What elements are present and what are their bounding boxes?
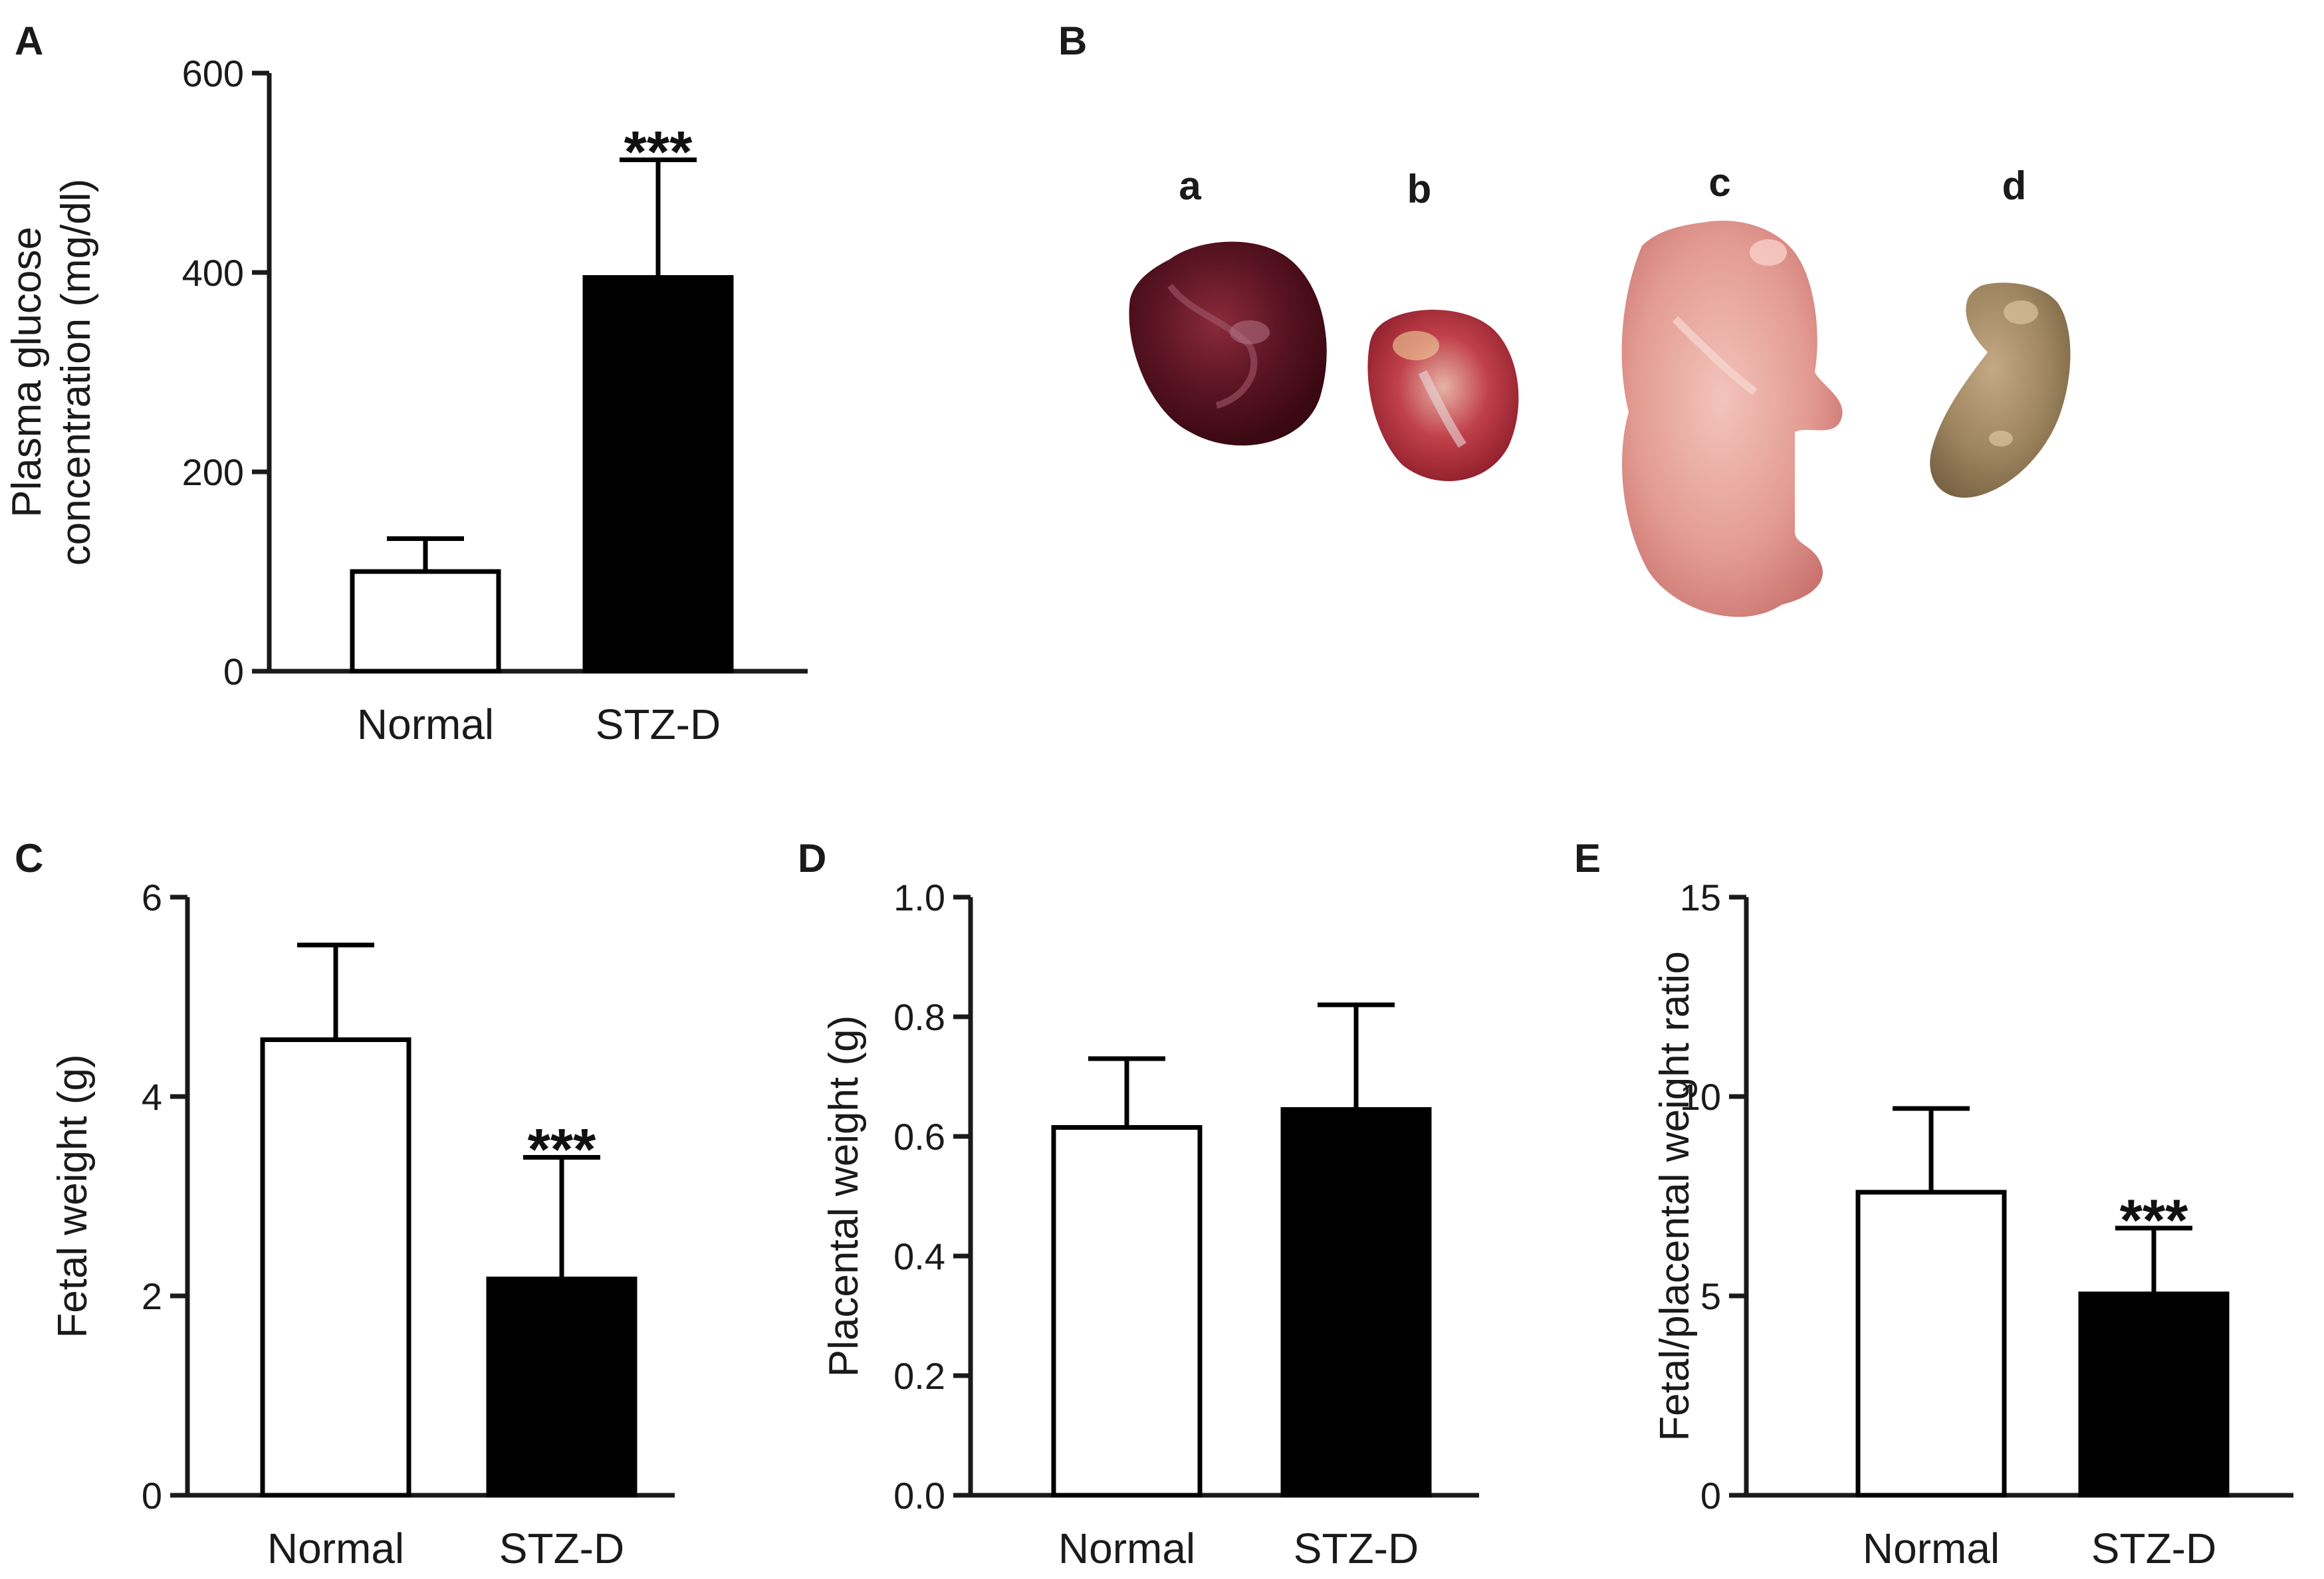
photo-label-d: d	[2002, 163, 2027, 208]
y-tick-label: 0.8	[893, 996, 945, 1038]
category-label: STZ-D	[2091, 1525, 2216, 1572]
y-tick-label: 1.0	[893, 877, 945, 918]
category-label: STZ-D	[596, 700, 721, 748]
y-tick-label: 0.2	[893, 1355, 945, 1397]
y-tick-label: 5	[1700, 1275, 1721, 1317]
y-tick-label: 0	[142, 1475, 162, 1517]
panel-label-e: E	[1574, 836, 1601, 881]
y-tick-label: 0.6	[893, 1116, 945, 1158]
y-axis-label: Fetal/placental weight ratio	[1652, 951, 1698, 1441]
photo-panel-b: a b c d	[1129, 160, 2071, 617]
panel-label-a: A	[15, 19, 43, 63]
bar-normal	[350, 569, 501, 674]
category-label: Normal	[357, 700, 494, 748]
panel-label-b: B	[1058, 19, 1087, 63]
specimen-c-image	[1621, 221, 1843, 617]
bar-normal	[260, 1037, 411, 1498]
photo-label-b: b	[1407, 167, 1432, 211]
y-tick-label: 0.4	[893, 1235, 945, 1277]
y-tick-label: 2	[142, 1275, 162, 1317]
y-axis-label: Plasma glucose	[4, 227, 50, 518]
y-tick-label: 0	[1700, 1475, 1721, 1517]
photo-label-c: c	[1708, 160, 1730, 205]
y-tick-label: 15	[1680, 877, 1721, 918]
bar-stz-d	[1280, 1107, 1432, 1498]
y-tick-label: 600	[182, 53, 244, 94]
y-tick-label: 10	[1680, 1076, 1721, 1118]
y-tick-label: 4	[142, 1076, 162, 1118]
bar-stz-d	[486, 1277, 638, 1498]
bar-normal	[1855, 1190, 2007, 1498]
bar-stz-d	[2078, 1291, 2230, 1498]
chart-panel-c: 0 2 4 6 Fetal weight (g) Normal STZ-D ***	[50, 877, 675, 1572]
y-axis-label: Fetal weight (g)	[50, 1054, 96, 1338]
chart-panel-a: 0 200 400 600 Plasma glucose concentration (m…	[4, 53, 808, 748]
category-label: Normal	[1863, 1525, 2000, 1572]
significance-marker: ***	[624, 119, 693, 185]
panel-label-d: D	[798, 836, 826, 881]
specimen-a-image	[1129, 241, 1327, 446]
bar-stz-d	[582, 275, 734, 674]
bar-normal	[1051, 1125, 1203, 1498]
category-label: STZ-D	[1294, 1525, 1419, 1572]
photo-label-a: a	[1179, 163, 1201, 208]
specimen-d-image	[1930, 282, 2071, 498]
category-label: STZ-D	[499, 1525, 624, 1572]
y-tick-label: 200	[182, 451, 244, 493]
panel-label-c: C	[15, 836, 43, 881]
significance-marker: ***	[528, 1116, 596, 1182]
y-tick-label: 0	[223, 651, 244, 692]
y-tick-label: 400	[182, 252, 244, 294]
specimen-b-image	[1367, 310, 1519, 481]
y-axis-label: Placental weight (g)	[821, 1015, 867, 1378]
y-tick-label: 6	[142, 877, 162, 918]
category-label: Normal	[267, 1525, 404, 1572]
chart-panel-e: 0 5 10 15 Fetal/placental weight ratio Normal…	[1652, 877, 2293, 1572]
y-axis-label: concentration (mg/dl)	[53, 179, 99, 566]
y-tick-label: 0.0	[893, 1475, 945, 1517]
significance-marker: ***	[2120, 1187, 2188, 1253]
category-label: Normal	[1058, 1525, 1195, 1572]
chart-panel-d: 0.0 0.2 0.4 0.6 0.8 1.0 Placental weight (g) No…	[821, 877, 1479, 1572]
